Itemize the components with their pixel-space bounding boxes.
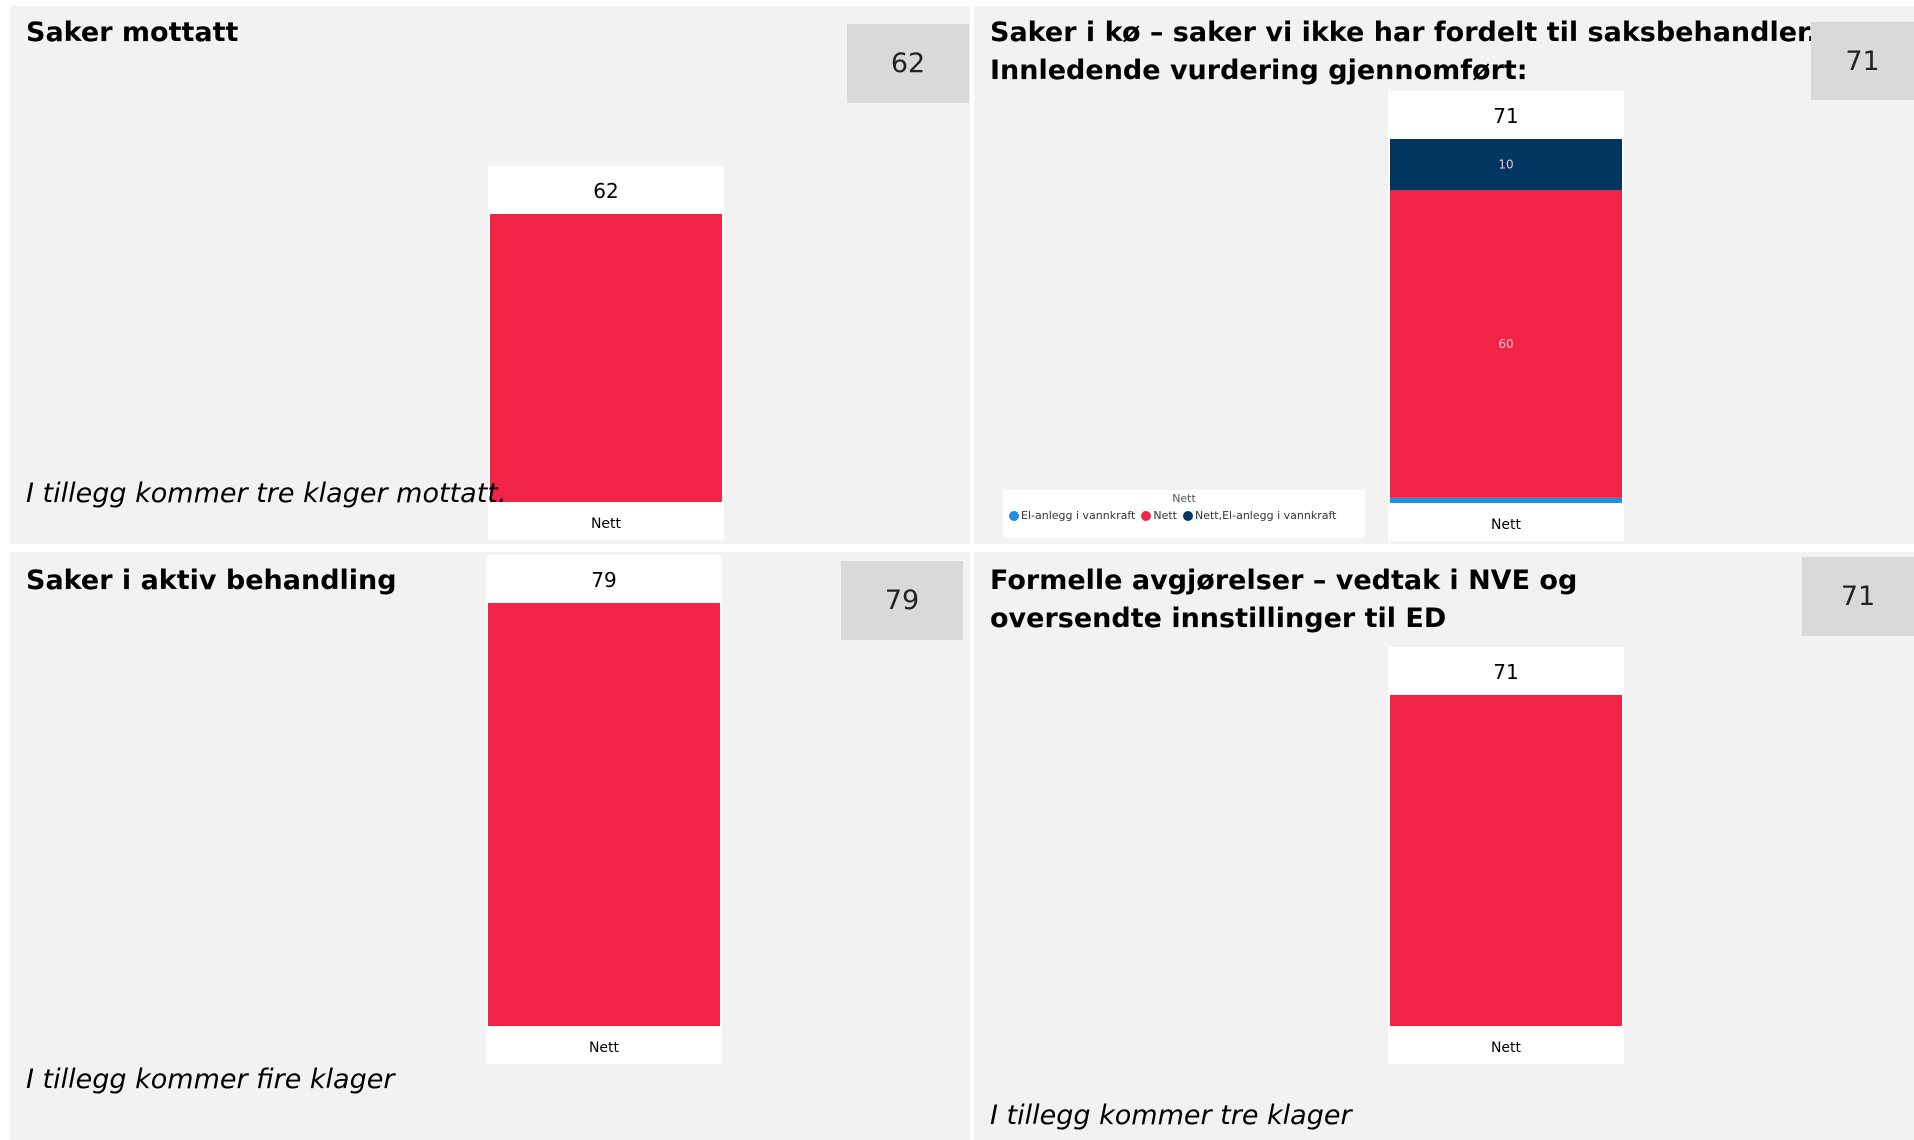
panel-title-line: Saker i kø – saker vi ikke har fordelt t…: [990, 17, 1817, 48]
panel-title: Saker mottatt: [26, 17, 239, 48]
legend-title: Nett: [1172, 492, 1196, 505]
total-label: 79: [591, 568, 616, 592]
panel-title: Formelle avgjørelser – vedtak i NVE og o…: [990, 562, 1577, 638]
bar-segment: [1390, 695, 1622, 1026]
category-tick-label: Nett: [591, 516, 622, 532]
bar-segment: [490, 214, 722, 502]
panel-title-line: Innledende vurdering gjennomført:: [990, 55, 1528, 86]
category-tick-label: Nett: [589, 1040, 620, 1056]
legend-label: Nett,El-anlegg i vannkraft: [1194, 509, 1337, 522]
count-badge: 79: [841, 561, 963, 640]
chart-legend: Nett El-anlegg i vannkraft Nett Nett,El-…: [1003, 490, 1365, 538]
legend-dot-icon: [1141, 511, 1152, 521]
total-label: 71: [1493, 660, 1518, 684]
legend-label: Nett: [1153, 509, 1177, 522]
note-text: I tillegg kommer fire klager: [26, 1064, 395, 1095]
data-label: 10: [1498, 158, 1513, 172]
data-label: 60: [1498, 337, 1513, 351]
note-text: I tillegg kommer tre klager: [990, 1100, 1352, 1131]
chart-formelle-avgjorelser: 71 Nett: [1388, 647, 1624, 1064]
bar-segment: [1390, 497, 1622, 503]
panel-title: Saker i aktiv behandling: [26, 565, 397, 596]
chart-saker-mottatt: 62 Nett: [488, 166, 724, 540]
legend-item: Nett: [1141, 509, 1177, 522]
chart-saker-i-aktiv-behandling: 79 Nett: [486, 555, 722, 1064]
legend-dot-icon: [1009, 511, 1019, 521]
category-tick-label: Nett: [1491, 517, 1522, 533]
count-badge: 71: [1802, 557, 1914, 636]
note-text: I tillegg kommer tre klager mottatt.: [26, 478, 507, 509]
panel-title-line: Formelle avgjørelser – vedtak i NVE og: [990, 565, 1578, 596]
chart-saker-i-ko: 60 10 71 Nett: [1388, 91, 1624, 541]
legend-dot-icon: [1182, 511, 1193, 521]
total-label: 62: [593, 179, 618, 203]
panel-title-line: oversendte innstillinger til ED: [990, 603, 1447, 634]
count-badge: 62: [847, 24, 969, 103]
total-label: 71: [1493, 104, 1518, 128]
legend-item: Nett,El-anlegg i vannkraft: [1182, 509, 1337, 522]
bar-segment: [1390, 190, 1622, 498]
panel-title: Saker i kø – saker vi ikke har fordelt t…: [990, 14, 1817, 90]
count-badge: 71: [1811, 22, 1914, 100]
legend-item: El-anlegg i vannkraft: [1009, 509, 1135, 522]
bar-segment: [488, 603, 720, 1026]
legend-label: El-anlegg i vannkraft: [1021, 509, 1136, 522]
category-tick-label: Nett: [1491, 1040, 1522, 1056]
bar-segment: [1390, 139, 1622, 191]
